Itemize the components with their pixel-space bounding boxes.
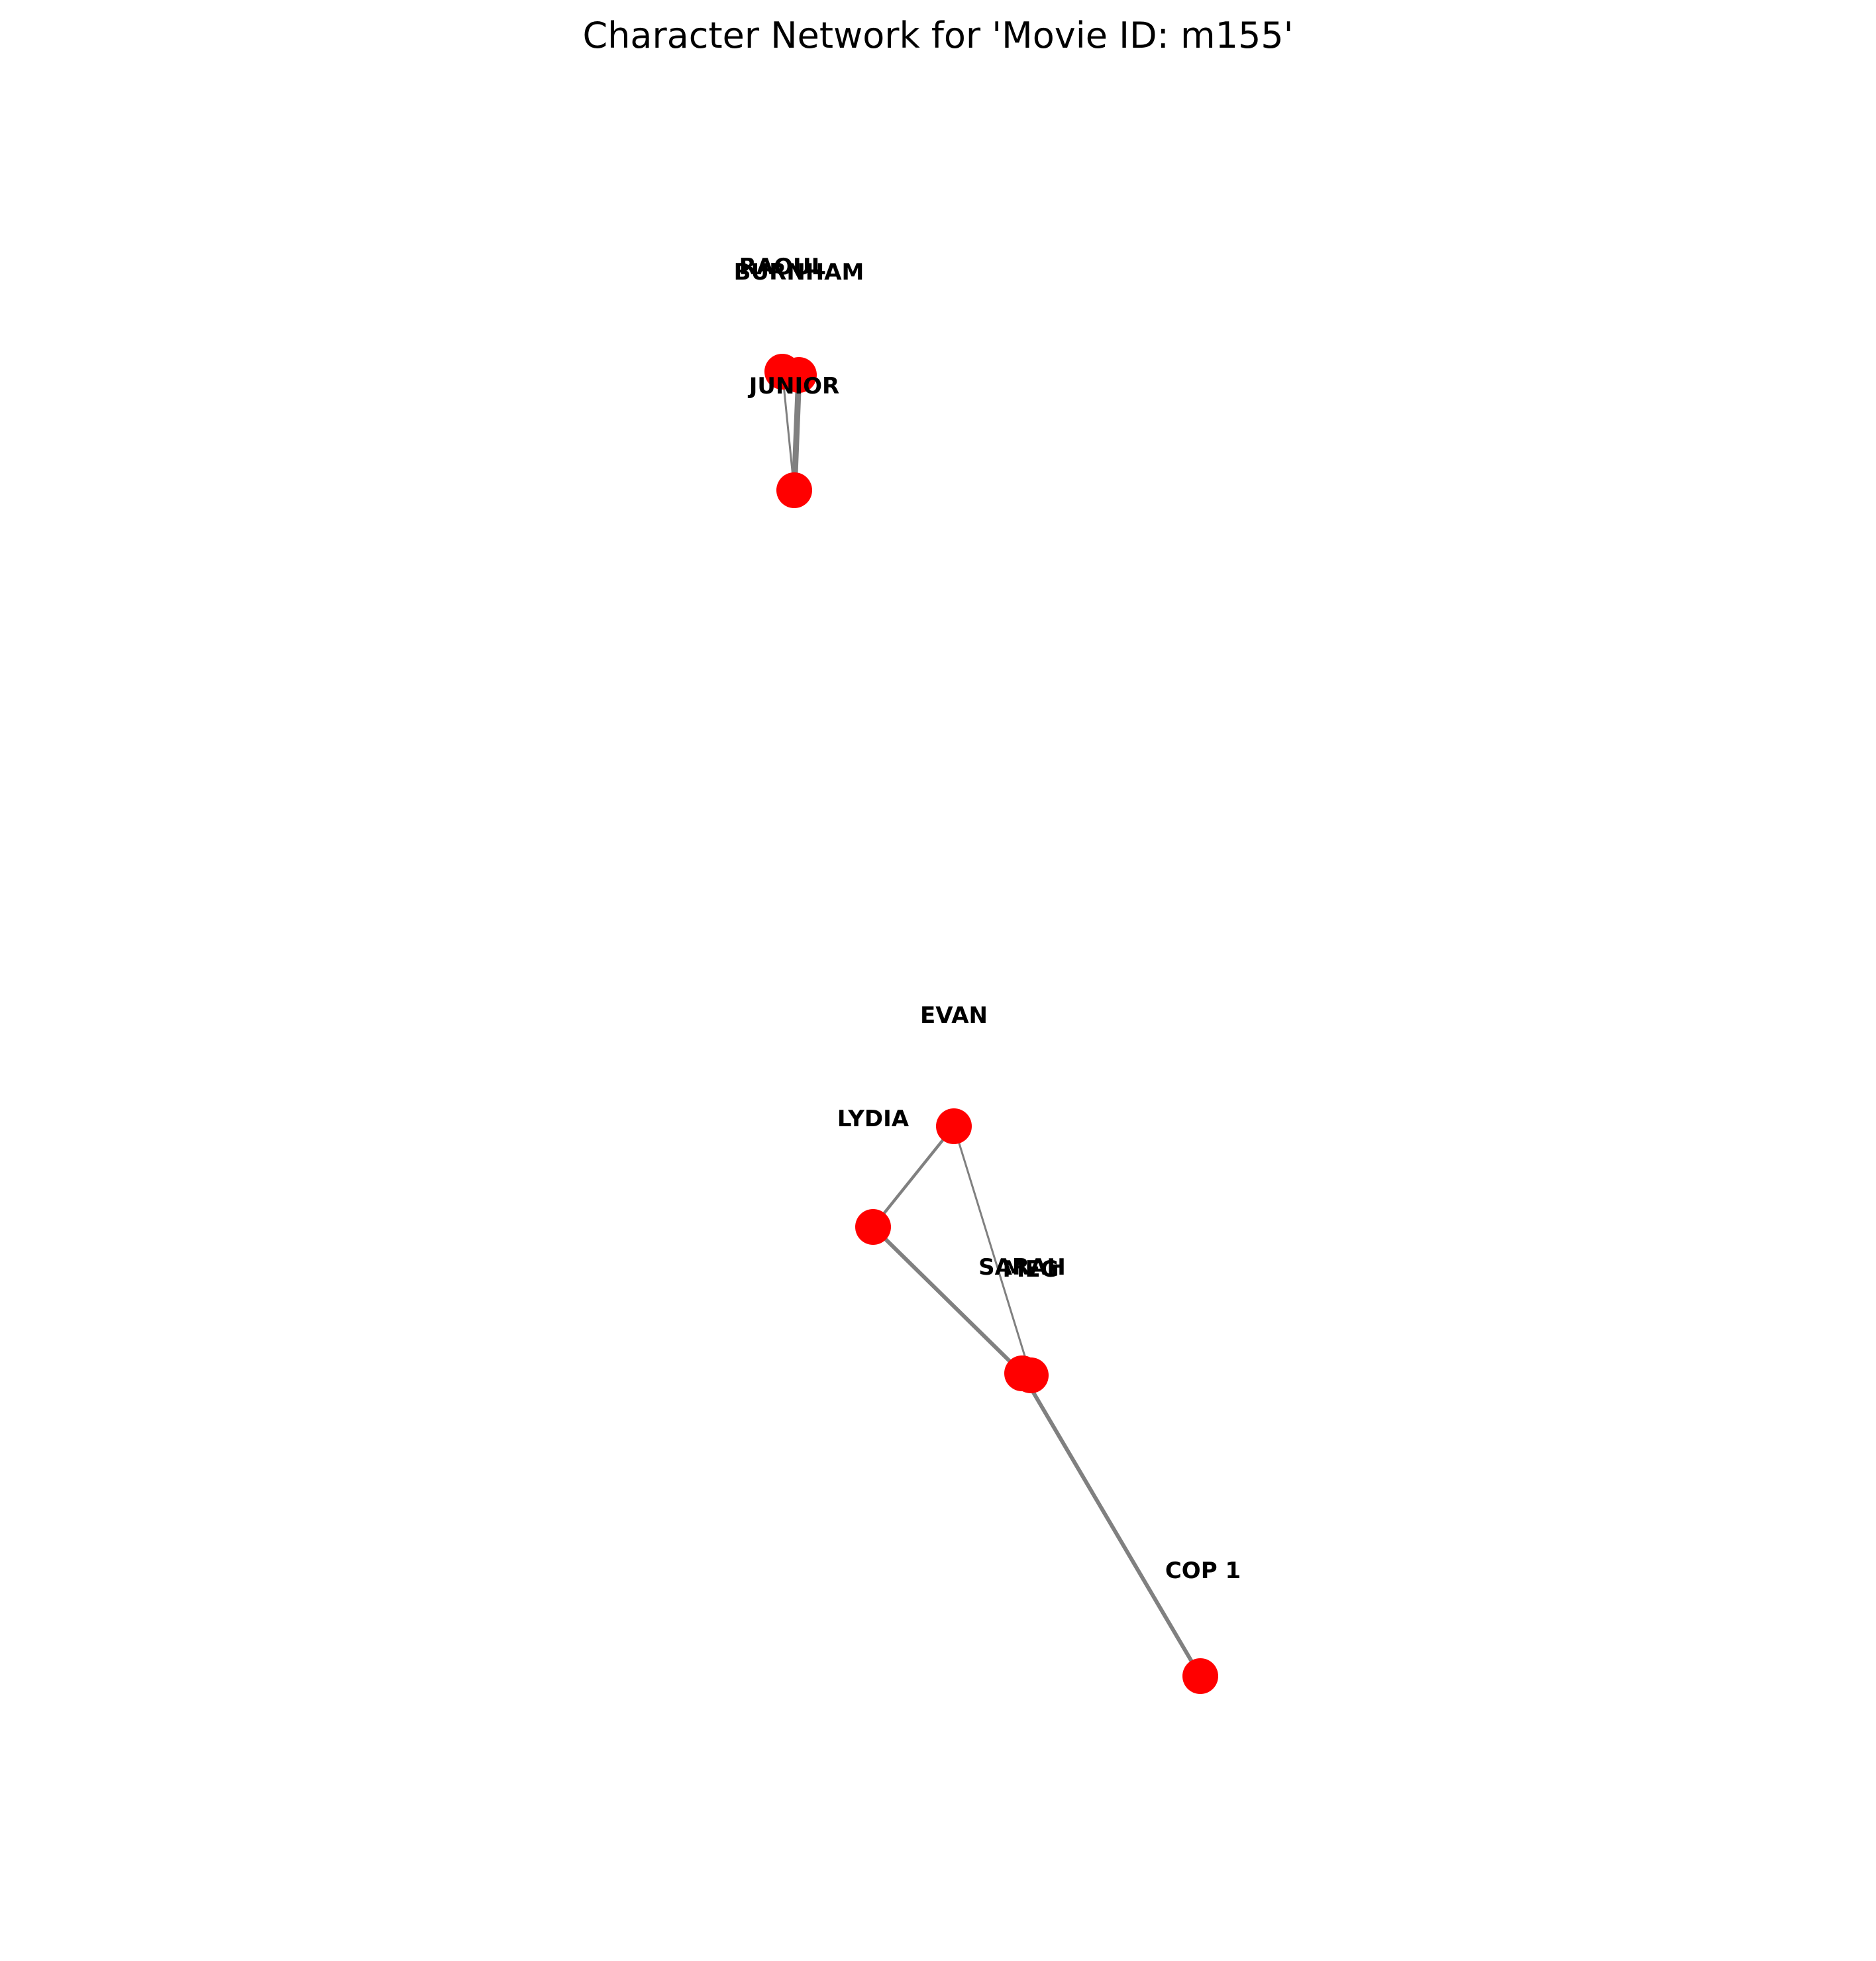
- edge-burnham-junior: [791, 372, 802, 494]
- node-label-burnham: BURNHAM: [734, 259, 864, 286]
- node-evan[interactable]: [936, 1108, 972, 1144]
- chart-title: Character Network for 'Movie ID: m155': [582, 15, 1293, 56]
- node-label-meg: MEG: [1003, 1256, 1059, 1283]
- node-cop-1[interactable]: [1182, 1658, 1218, 1694]
- node-label-evan: EVAN: [920, 1002, 988, 1029]
- edges-layer: [781, 370, 1202, 1678]
- edge-evan-meg: [953, 1125, 1032, 1377]
- node-burnham[interactable]: [781, 357, 817, 393]
- node-label-raoul: RAOUL: [739, 254, 826, 280]
- node-junior[interactable]: [776, 472, 812, 508]
- node-label-lydia: LYDIA: [837, 1106, 910, 1132]
- node-label-junior: JUNIOR: [748, 373, 839, 399]
- edge-lydia-sarah: [871, 1225, 1024, 1375]
- node-meg[interactable]: [1013, 1357, 1049, 1393]
- node-lydia[interactable]: [855, 1209, 891, 1245]
- edge-evan-lydia: [871, 1124, 956, 1229]
- node-label-cop-1: COP 1: [1165, 1558, 1241, 1584]
- node-label-sarah: SARAH: [978, 1254, 1066, 1281]
- edge-sarah-cop-1: [1020, 1371, 1202, 1678]
- nodes-layer: [764, 354, 1218, 1694]
